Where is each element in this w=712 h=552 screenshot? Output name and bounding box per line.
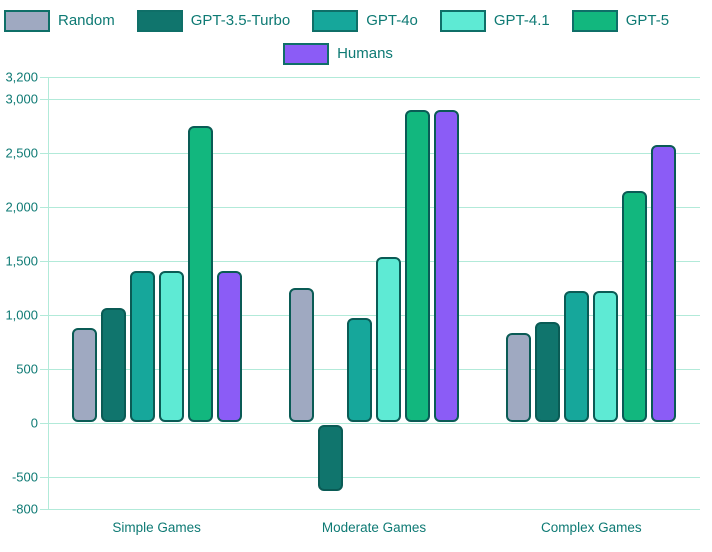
legend-swatch-gpt-3-5-turbo (136, 10, 183, 32)
bar-gpt-5-moderate-games (405, 110, 430, 422)
legend-item-gpt-5[interactable]: GPT-5 (571, 10, 670, 32)
gridline-1500 (48, 260, 700, 262)
bar-gpt-3-5-turbo-moderate-games (318, 424, 343, 491)
y-tick-mark--500 (40, 476, 48, 478)
bar-random-complex-games (506, 332, 532, 422)
bar-random-moderate-games (289, 287, 314, 422)
gridline--500 (48, 476, 700, 478)
y-tick-label--500: -500 (11, 469, 38, 485)
bar-gpt-4o-simple-games (129, 271, 155, 422)
legend-label: Random (58, 12, 115, 29)
y-tick-label-0: 0 (30, 415, 38, 431)
gridline-3000 (48, 98, 700, 100)
y-tick-mark-3000 (40, 98, 48, 100)
gridline-3200 (48, 77, 700, 78)
y-tick-label-3200: 3,200 (5, 69, 38, 85)
y-tick-label-1000: 1,000 (5, 307, 38, 323)
y-tick-mark-2000 (40, 206, 48, 208)
legend-swatch-gpt-4o (312, 10, 359, 32)
y-tick-mark-1000 (40, 314, 48, 316)
bar-gpt-5-complex-games (622, 191, 648, 422)
legend: Random GPT-3.5-Turbo GPT-4o GPT-4.1 GPT-… (0, 0, 676, 65)
gridline-500 (48, 368, 700, 370)
y-tick-label--800: -800 (11, 501, 38, 517)
bar-gpt-4o-complex-games (564, 290, 590, 422)
bar-gpt-4-1-moderate-games (376, 257, 401, 422)
legend-item-gpt-4o[interactable]: GPT-4o (312, 10, 418, 32)
legend-label: GPT-4o (366, 12, 418, 29)
legend-swatch-gpt-5 (571, 10, 618, 32)
y-tick-mark-500 (40, 368, 48, 370)
legend-item-humans[interactable]: Humans (283, 43, 393, 65)
legend-swatch-humans (283, 43, 330, 65)
bar-gpt-4-1-complex-games (593, 290, 619, 422)
legend-item-gpt-4-1[interactable]: GPT-4.1 (439, 10, 550, 32)
legend-row-1: Random GPT-3.5-Turbo GPT-4o GPT-4.1 GPT-… (4, 10, 676, 32)
legend-item-gpt-3-5-turbo[interactable]: GPT-3.5-Turbo (136, 10, 291, 32)
legend-label: Humans (337, 45, 393, 62)
bar-random-simple-games (71, 327, 97, 422)
y-tick-mark-1500 (40, 260, 48, 262)
gridline-1000 (48, 314, 700, 316)
y-tick-label-2500: 2,500 (5, 145, 38, 161)
legend-label: GPT-5 (625, 12, 670, 29)
x-category-label-moderate-games: Moderate Games (321, 520, 427, 535)
y-tick-mark-3200 (40, 77, 48, 78)
y-axis-line (48, 77, 49, 509)
bar-humans-complex-games (651, 145, 677, 422)
y-tick-label-3000: 3,000 (5, 91, 38, 107)
bar-gpt-3-5-turbo-complex-games (535, 322, 561, 422)
bar-humans-moderate-games (434, 110, 459, 422)
legend-row-2: Humans (0, 43, 676, 65)
x-category-label-simple-games: Simple Games (112, 520, 201, 535)
gridline-2500 (48, 152, 700, 154)
gridline-0 (48, 422, 700, 424)
y-tick-mark-2500 (40, 152, 48, 154)
y-tick-mark--800 (40, 509, 48, 510)
gridline-2000 (48, 206, 700, 208)
bar-gpt-4o-moderate-games (347, 317, 372, 422)
y-tick-mark-0 (40, 422, 48, 424)
legend-label: GPT-4.1 (493, 12, 550, 29)
legend-swatch-gpt-4-1 (439, 10, 486, 32)
legend-label: GPT-3.5-Turbo (190, 12, 291, 29)
bar-gpt-4-1-simple-games (158, 271, 184, 422)
legend-swatch-random (4, 10, 50, 32)
legend-item-random[interactable]: Random (4, 10, 115, 32)
bar-gpt-3-5-turbo-simple-games (100, 308, 126, 422)
bar-humans-simple-games (216, 271, 242, 422)
y-tick-label-1500: 1,500 (5, 253, 38, 269)
y-tick-label-2000: 2,000 (5, 199, 38, 215)
gridline--800 (48, 509, 700, 510)
bar-gpt-5-simple-games (187, 125, 213, 422)
y-tick-label-500: 500 (16, 361, 38, 377)
x-category-label-complex-games: Complex Games (541, 520, 642, 535)
